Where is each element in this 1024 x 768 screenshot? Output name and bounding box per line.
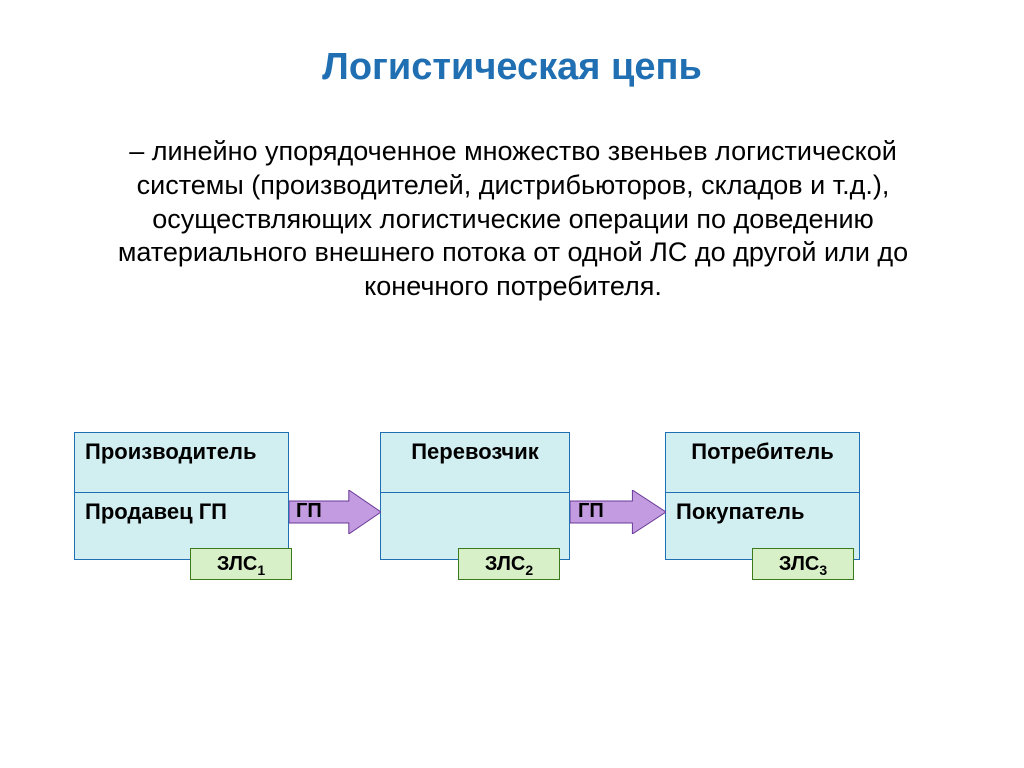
definition-body: линейно упорядоченное множество звеньев …: [118, 136, 908, 301]
arrow-label: ГП: [578, 500, 604, 523]
flow-box-sub: Покупатель: [666, 493, 859, 529]
flow-box-carrier: Перевозчик: [380, 432, 570, 560]
flow-box-header: Перевозчик: [381, 433, 569, 493]
zls-badge-1: ЗЛС1: [190, 548, 292, 580]
flow-box-sub: Продавец ГП: [75, 493, 288, 529]
flow-box-producer: ПроизводительПродавец ГП: [74, 432, 289, 560]
flow-box-header: Потребитель: [666, 433, 859, 493]
zls-badge-2: ЗЛС2: [458, 548, 560, 580]
flow-box-header: Производитель: [75, 433, 288, 493]
definition-text: – линейно упорядоченное множество звенье…: [78, 135, 948, 304]
zls-badge-3: ЗЛС3: [752, 548, 854, 580]
arrow-label: ГП: [296, 500, 322, 523]
page-title: Логистическая цепь: [0, 46, 1024, 89]
flow-box-consumer: ПотребительПокупатель: [665, 432, 860, 560]
definition-dash: –: [129, 136, 152, 166]
